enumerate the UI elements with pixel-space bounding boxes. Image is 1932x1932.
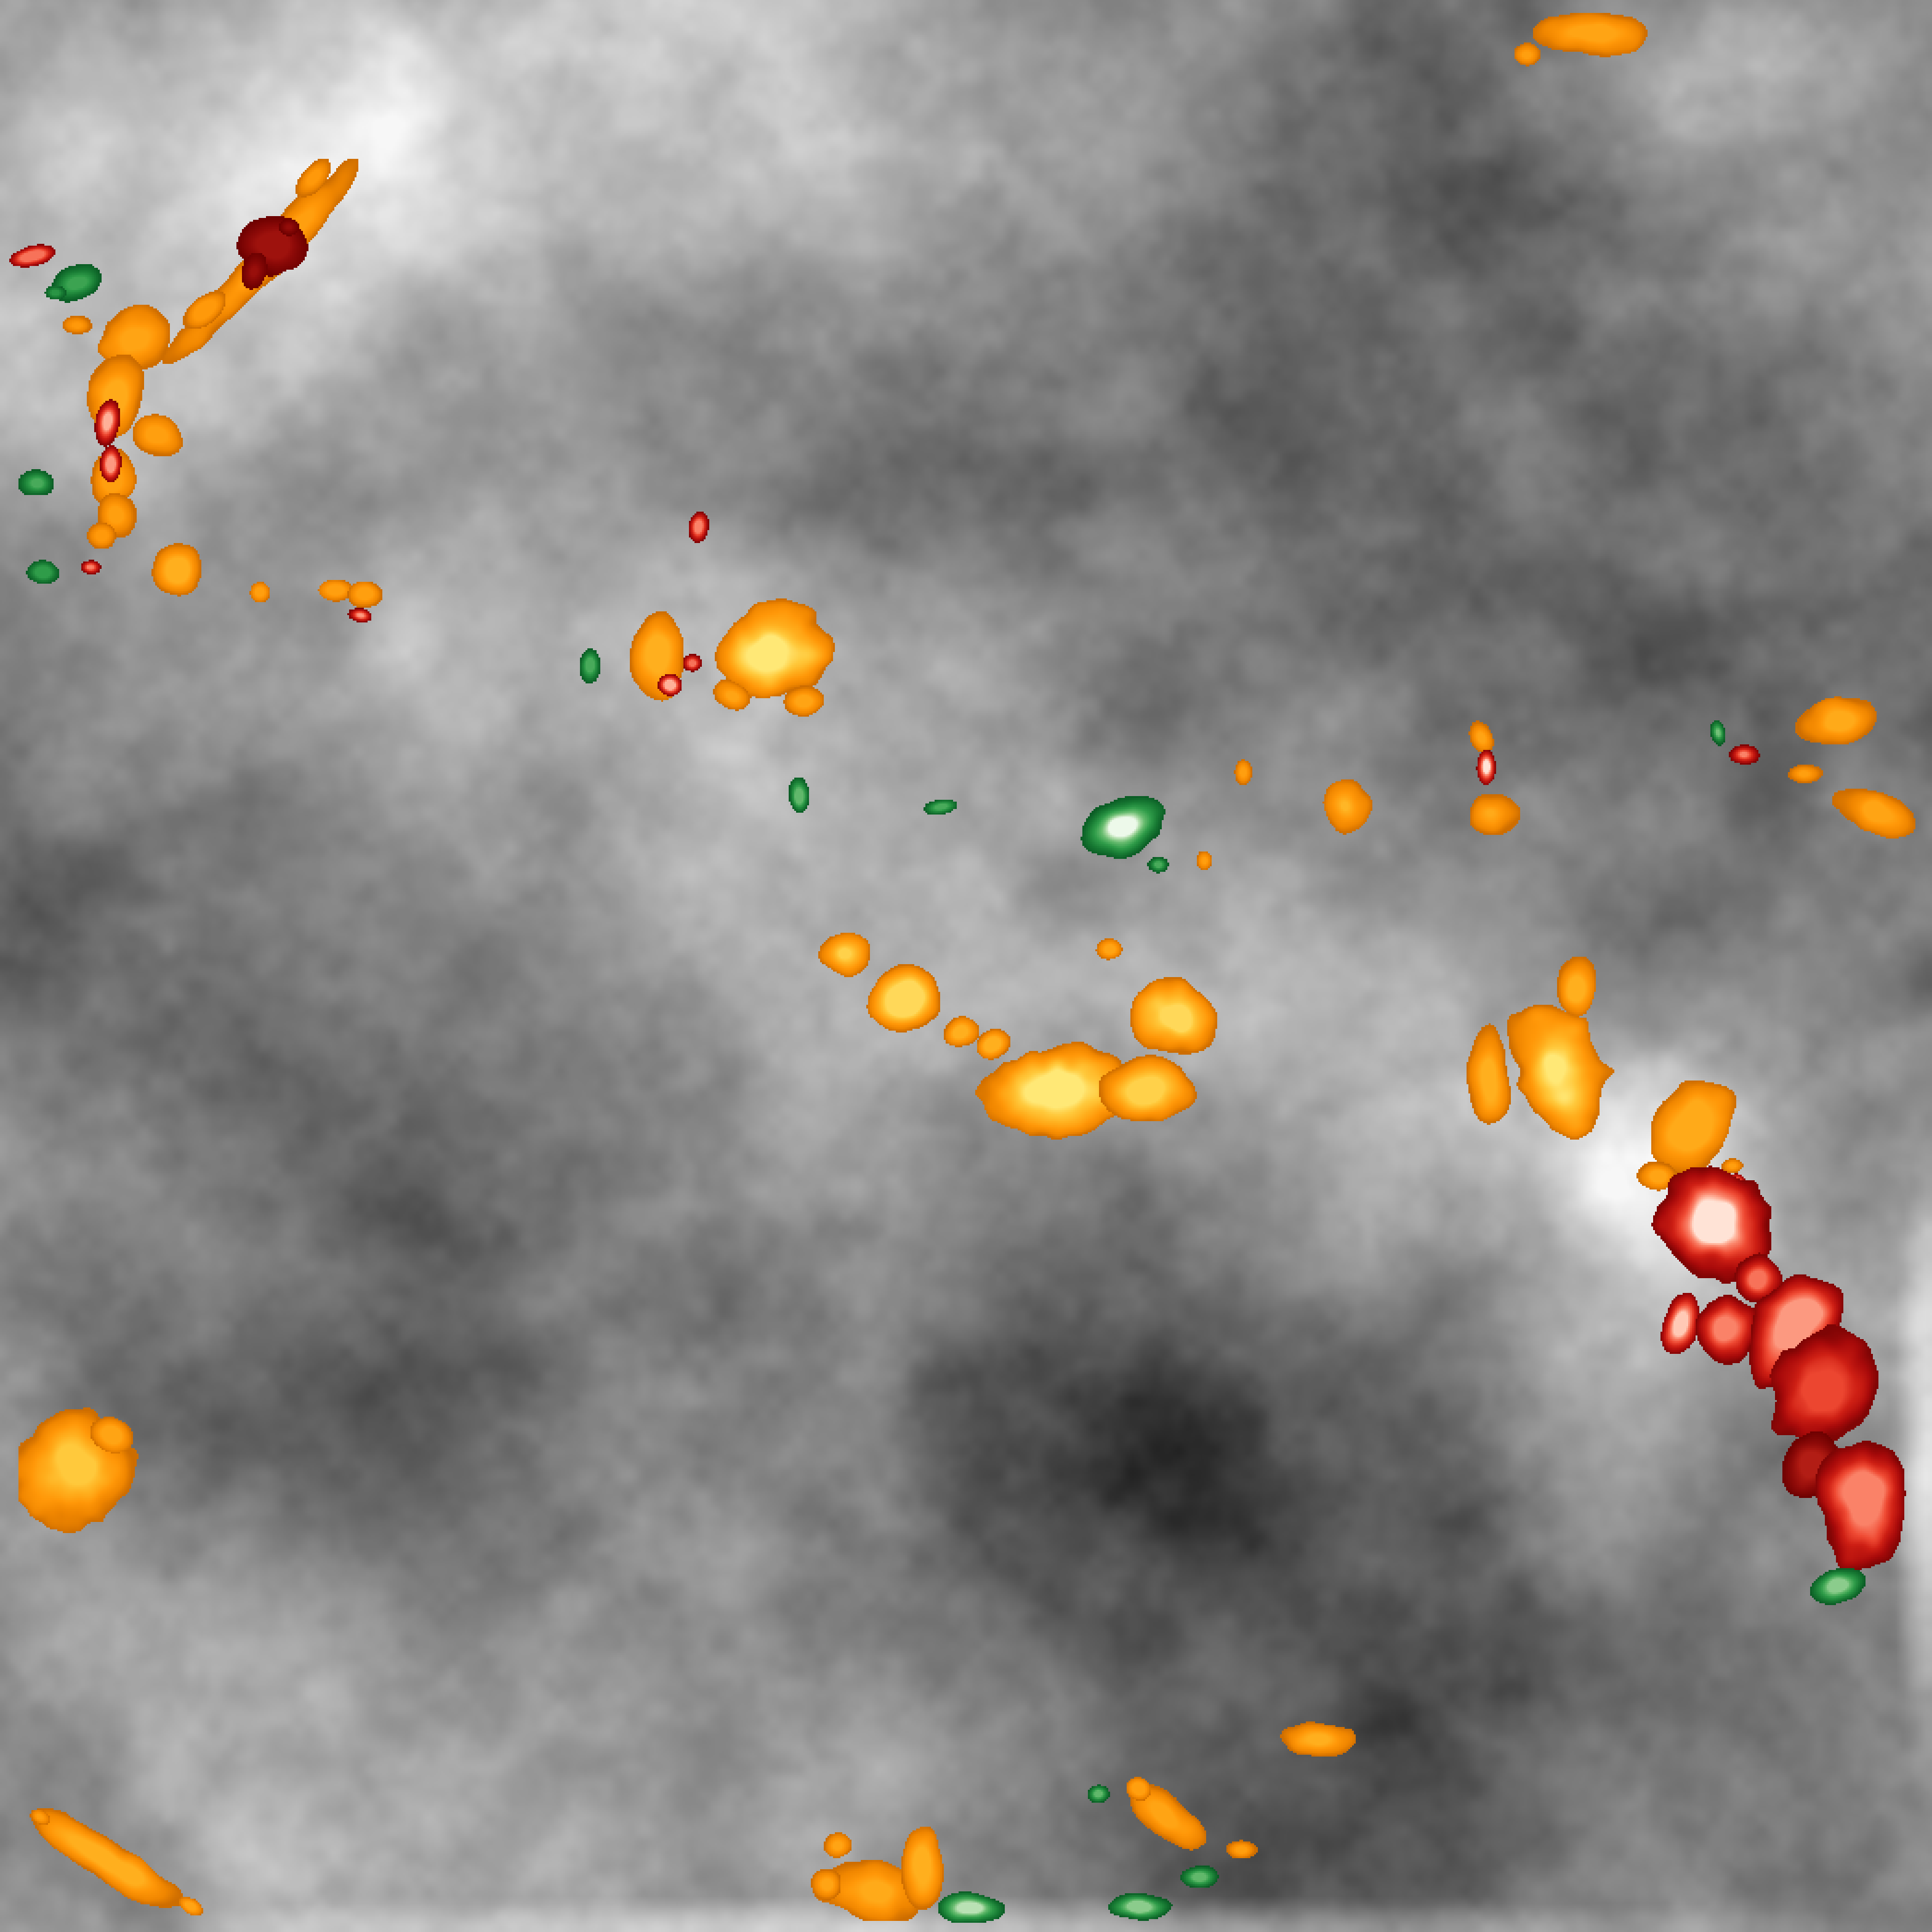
infrared-cloud-canvas — [0, 0, 1932, 1932]
satellite-image — [0, 0, 1932, 1932]
